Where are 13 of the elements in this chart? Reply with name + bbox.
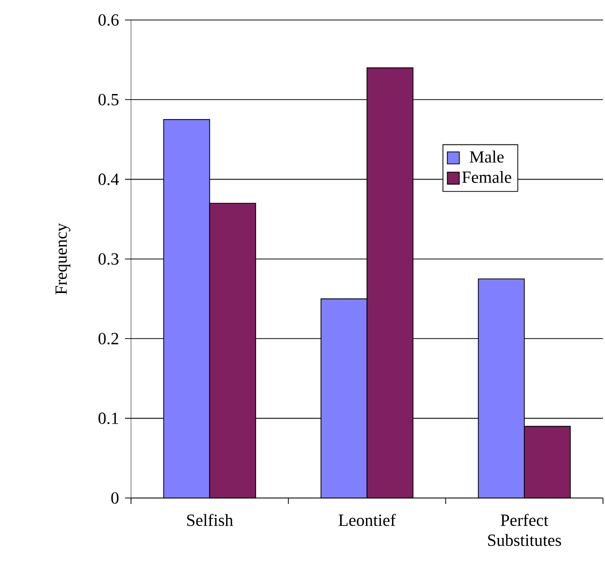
legend-label: Male xyxy=(470,150,504,163)
y-tick-label: 0 xyxy=(111,492,118,504)
x-tick-label: Perfect Substitutes xyxy=(488,514,562,546)
y-tick-label: 0.6 xyxy=(98,14,119,26)
y-tick-label: 0.3 xyxy=(98,253,118,265)
legend-label: Female xyxy=(462,171,512,183)
y-tick-label: 0.2 xyxy=(98,332,118,344)
y-tick-label: 0.1 xyxy=(98,412,118,424)
y-tick-label: 0.5 xyxy=(98,94,118,106)
x-tick-label: Selfish xyxy=(187,514,234,526)
x-tick-label: Leontief xyxy=(338,514,396,526)
y-tick-label: 0.4 xyxy=(98,174,119,186)
y-axis-title: Frequency xyxy=(56,223,70,294)
